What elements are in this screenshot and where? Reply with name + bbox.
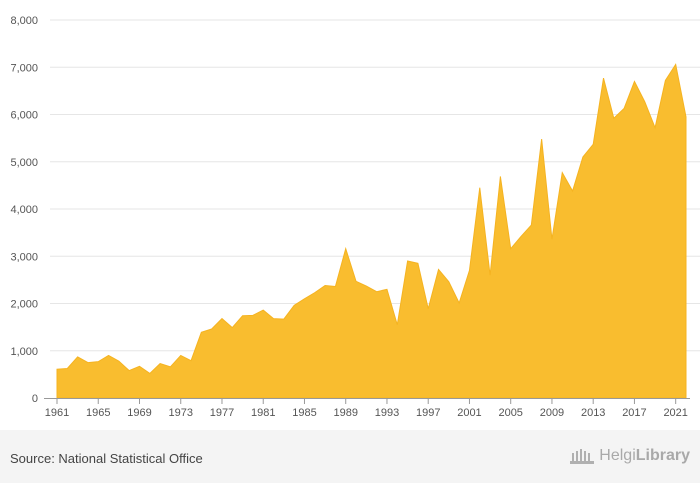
brand-logo: HelgiLibrary: [569, 447, 690, 465]
x-tick-label: 2005: [498, 407, 522, 419]
series-area: [56, 63, 687, 399]
y-tick-label: 2,000: [10, 299, 38, 311]
x-tick-label: 1977: [210, 407, 234, 419]
x-tick-label: 2009: [540, 407, 564, 419]
area-chart: 0 1,000 2,000 3,000 4,000 5,000 6,000 7,000 8,00…: [10, 15, 700, 419]
x-axis-ticks: [56, 398, 677, 404]
y-tick-label: 7,000: [10, 62, 38, 74]
gridlines: [50, 19, 700, 352]
x-tick-label: 1989: [333, 407, 357, 419]
x-tick-label: 1973: [168, 407, 192, 419]
y-tick-label: 0: [32, 393, 38, 405]
library-building-icon: [570, 449, 595, 464]
x-tick-label: 1965: [86, 407, 110, 419]
x-tick-label: 1961: [45, 407, 69, 419]
x-tick-label: 2001: [457, 407, 481, 419]
y-tick-label: 8,000: [10, 15, 38, 27]
x-tick-label: 1981: [251, 407, 275, 419]
x-tick-label: 2017: [622, 407, 646, 419]
chart-footer: Source: National Statistical Office Helg…: [0, 430, 700, 483]
y-tick-label: 1,000: [10, 346, 38, 358]
brand-name: HelgiLibrary: [599, 447, 690, 465]
y-tick-label: 3,000: [10, 251, 38, 263]
x-tick-label: 1993: [375, 407, 399, 419]
x-tick-label: 1985: [292, 407, 316, 419]
brand-name-light: Helgi: [599, 447, 636, 464]
brand-name-bold: Library: [635, 447, 690, 464]
y-tick-label: 5,000: [10, 157, 38, 169]
x-axis-tick-labels: 1961 1965 1969 1973 1977 1981 1985 1989 1993 1997…: [45, 407, 688, 419]
y-tick-label: 4,000: [10, 204, 38, 216]
x-tick-label: 1997: [416, 407, 440, 419]
source-note: Source: National Statistical Office: [10, 451, 203, 466]
x-tick-label: 2013: [581, 407, 605, 419]
x-tick-label: 2021: [663, 407, 687, 419]
x-tick-label: 1969: [127, 407, 151, 419]
y-axis-tick-labels: 0 1,000 2,000 3,000 4,000 5,000 6,000 7,000 8,00…: [10, 15, 38, 405]
y-tick-label: 6,000: [10, 110, 38, 122]
